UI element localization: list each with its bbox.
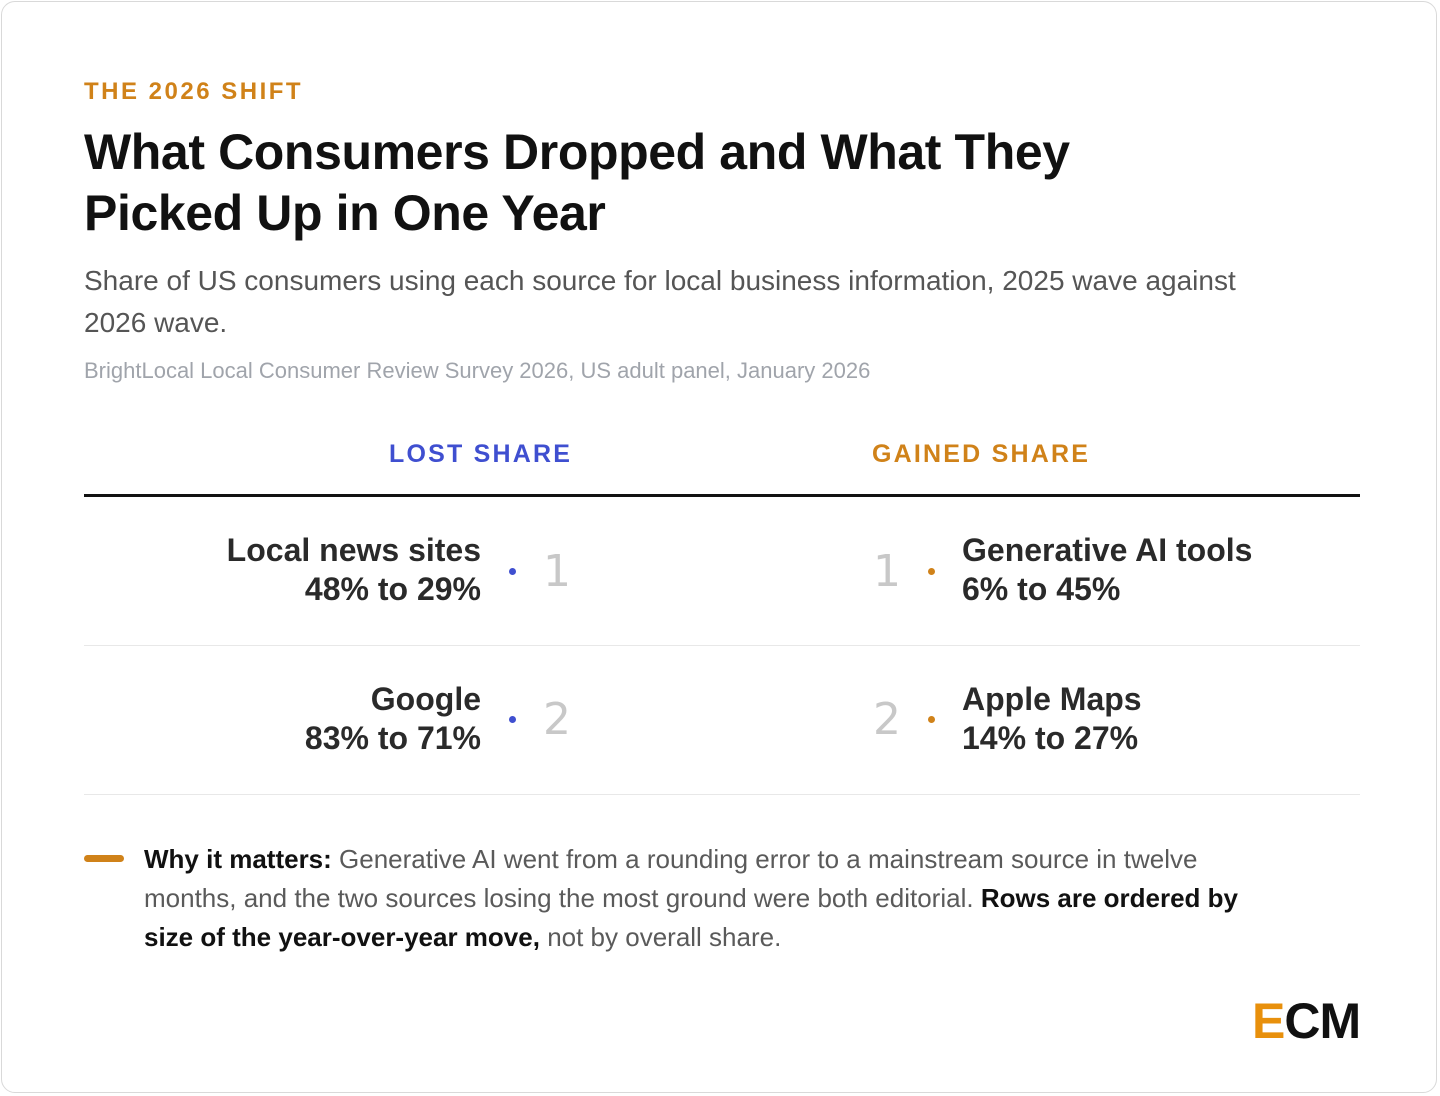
row-divider bbox=[84, 794, 1360, 795]
header-rule bbox=[84, 494, 1360, 497]
lost-share-heading: LOST SHARE bbox=[389, 440, 573, 468]
logo-letters-cm: CM bbox=[1284, 993, 1361, 1049]
lost-item-1-name: Local news sites bbox=[226, 532, 481, 568]
lost-item-1-rank: 1 bbox=[543, 546, 571, 597]
lost-item-1-dot bbox=[509, 568, 516, 575]
why-it-matters-note: Why it matters: Generative AI went from … bbox=[144, 840, 1274, 957]
lost-item-2-change: 83% to 71% bbox=[304, 720, 481, 756]
note-accent-bar bbox=[84, 855, 124, 862]
gained-share-heading: GAINED SHARE bbox=[872, 440, 1091, 468]
gained-item-2-change: 14% to 27% bbox=[962, 720, 1139, 756]
gained-item-1-dot bbox=[928, 568, 935, 575]
gained-item-2-rank: 2 bbox=[873, 694, 901, 745]
ecm-logo: ECM bbox=[1252, 992, 1361, 1050]
note-emphasis: Rows are ordered by size of the year-ove… bbox=[144, 883, 1239, 952]
eyebrow: THE 2026 SHIFT bbox=[84, 78, 304, 105]
logo-letter-e: E bbox=[1252, 993, 1285, 1049]
lost-item-2-rank: 2 bbox=[543, 694, 571, 745]
lost-item-1-change: 48% to 29% bbox=[304, 571, 481, 607]
gained-item-2-name: Apple Maps bbox=[962, 681, 1142, 717]
note-body: Generative AI went from a rounding error… bbox=[144, 844, 1198, 913]
gained-item-1-name: Generative AI tools bbox=[962, 532, 1253, 568]
lost-item-2-dot bbox=[509, 716, 516, 723]
gained-item-1-change: 6% to 45% bbox=[962, 571, 1121, 607]
source-note: BrightLocal Local Consumer Review Survey… bbox=[84, 358, 871, 383]
row-divider bbox=[84, 645, 1360, 646]
gained-item-1-rank: 1 bbox=[873, 546, 901, 597]
chart-title: What Consumers Dropped and What They Pic… bbox=[84, 124, 1070, 241]
chart-subtitle: Share of US consumers using each source … bbox=[84, 265, 1236, 338]
note-tail: not by overall share. bbox=[539, 922, 782, 952]
note-lead: Why it matters: bbox=[144, 844, 332, 874]
gained-item-2-dot bbox=[928, 716, 935, 723]
lost-item-2-name: Google bbox=[370, 681, 481, 717]
